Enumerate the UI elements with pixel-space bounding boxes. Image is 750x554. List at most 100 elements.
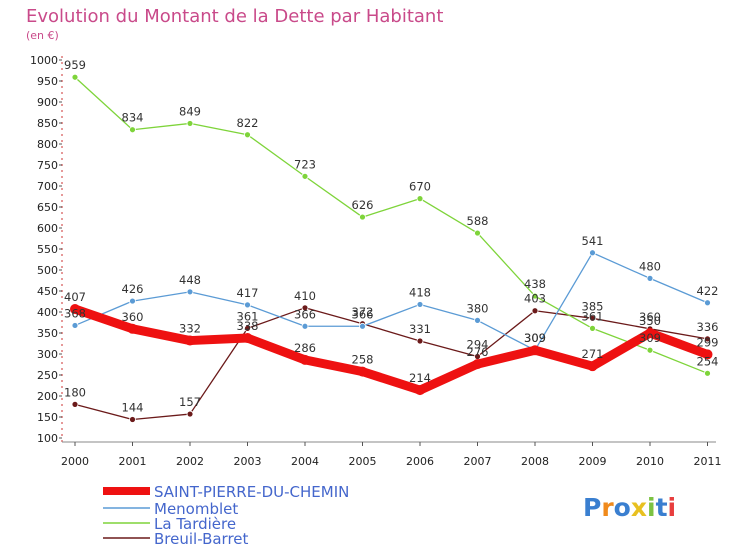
logo-letter: o (614, 493, 631, 522)
y-tick-label: 900 (37, 96, 58, 109)
data-label: 822 (237, 116, 259, 130)
data-label: 299 (697, 335, 719, 349)
data-point (244, 131, 251, 139)
logo-text: Proxiti (583, 493, 676, 522)
data-label: 670 (409, 180, 431, 194)
data-point (357, 366, 368, 377)
data-point (359, 213, 366, 221)
data-label: 418 (409, 285, 431, 299)
data-label: 448 (179, 273, 201, 287)
legend-label: SAINT-PIERRE-DU-CHEMIN (154, 483, 349, 501)
data-label: 214 (409, 371, 431, 385)
data-label: 723 (294, 157, 316, 171)
data-point (416, 301, 424, 308)
data-point (300, 354, 310, 365)
x-tick-label: 2001 (119, 455, 147, 468)
data-label: 403 (524, 292, 546, 306)
x-tick-label: 2002 (176, 455, 204, 468)
data-point (129, 297, 136, 305)
x-tick-label: 2011 (694, 455, 722, 468)
data-point (185, 335, 195, 346)
y-tick-label: 350 (37, 327, 58, 340)
data-point (301, 172, 309, 180)
logo-letter: P (583, 493, 601, 522)
data-label: 350 (639, 314, 661, 328)
data-point (646, 346, 654, 354)
data-point (415, 385, 425, 396)
data-label: 309 (639, 331, 661, 345)
data-label: 336 (697, 320, 719, 334)
data-label: 144 (122, 401, 144, 415)
data-point (587, 361, 598, 372)
data-label: 426 (122, 282, 144, 296)
data-point (589, 249, 596, 257)
data-label: 380 (467, 301, 489, 315)
proxiti-logo: Proxiti (583, 493, 676, 522)
logo-letter: i (647, 493, 656, 522)
data-label: 180 (64, 385, 86, 399)
logo-letter: x (631, 493, 647, 522)
data-point (301, 304, 309, 312)
data-point (71, 322, 79, 329)
data-label: 422 (697, 284, 719, 298)
y-tick-label: 950 (37, 75, 58, 88)
series-layer (70, 73, 713, 423)
data-label: 372 (352, 305, 374, 319)
x-tick-label: 2007 (464, 455, 492, 468)
x-tick-label: 2009 (579, 455, 607, 468)
data-label: 332 (179, 322, 201, 336)
series-line (74, 307, 709, 421)
x-tick-label: 2003 (234, 455, 262, 468)
series-line (70, 304, 712, 395)
y-tick-label: 150 (37, 411, 58, 424)
data-point (71, 73, 79, 81)
data-label: 834 (122, 111, 144, 125)
data-label: 258 (352, 353, 374, 367)
data-point (301, 322, 309, 330)
data-point (702, 349, 713, 360)
x-tick-label: 2004 (291, 455, 319, 468)
data-label: 276 (467, 345, 489, 359)
data-label: 361 (582, 309, 604, 323)
y-tick-label: 500 (37, 264, 58, 277)
y-tick-label: 1000 (30, 54, 58, 67)
y-tick-label: 100 (37, 432, 58, 445)
data-point (474, 316, 481, 324)
data-label: 361 (237, 309, 259, 323)
y-tick-label: 550 (37, 243, 58, 256)
data-label: 271 (582, 347, 604, 361)
data-point (416, 195, 424, 203)
data-point (186, 410, 194, 418)
y-tick-label: 250 (37, 369, 58, 382)
legend-label: La Tardière (154, 515, 236, 533)
data-point (71, 400, 79, 408)
y-tick-label: 700 (37, 180, 58, 193)
data-labels-layer: 407 360 332 338 286 258 214 276 309 271 350 299 368 4… (64, 58, 718, 414)
data-label: 254 (697, 354, 719, 368)
data-label: 959 (64, 58, 86, 72)
data-label: 360 (122, 310, 144, 324)
x-tick-label: 2000 (61, 455, 89, 468)
data-label: 849 (179, 104, 201, 118)
x-tick-label: 2008 (521, 455, 549, 468)
data-label: 294 (467, 338, 489, 352)
data-point (704, 299, 711, 307)
data-point (589, 324, 596, 332)
data-label: 338 (237, 319, 259, 333)
data-point (474, 229, 481, 237)
data-point (416, 337, 424, 345)
data-label: 366 (352, 307, 374, 321)
data-point (359, 322, 366, 330)
data-point (242, 333, 253, 344)
x-tick-label: 2006 (406, 455, 434, 468)
data-point (472, 359, 483, 370)
y-tick-label: 300 (37, 348, 58, 361)
data-label: 286 (294, 341, 316, 355)
data-point (704, 335, 711, 343)
y-tick-label: 750 (37, 159, 58, 172)
y-tick-label: 450 (37, 285, 58, 298)
data-label: 407 (64, 290, 86, 304)
legend-label: Breuil-Barret (154, 530, 249, 548)
